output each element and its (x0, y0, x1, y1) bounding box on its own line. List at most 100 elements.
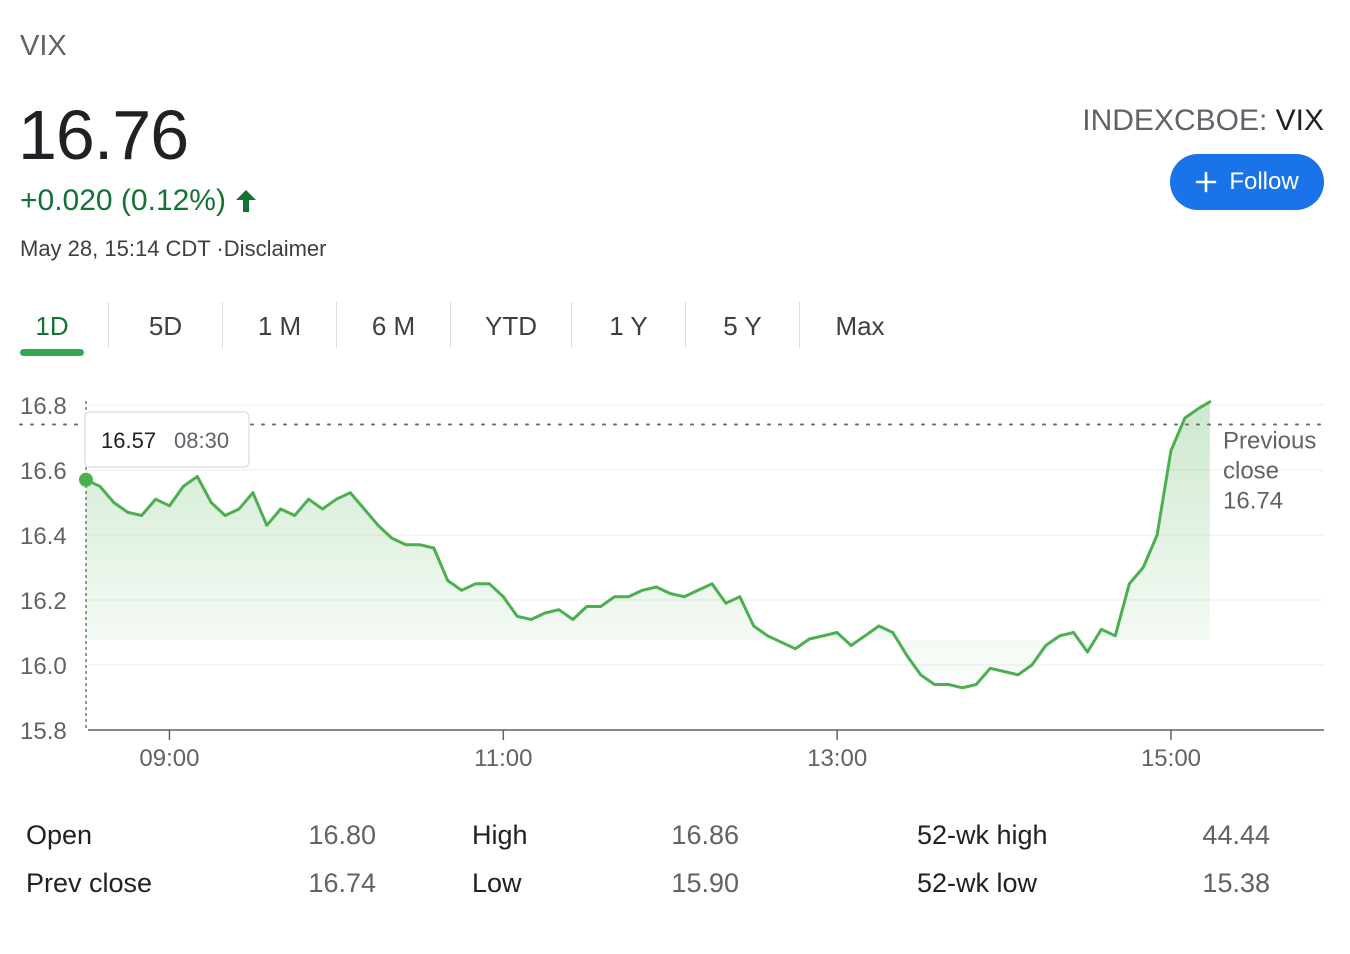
range-tabs: 1D 5D 1 M 6 M YTD 1 Y 5 Y Max (20, 302, 920, 358)
tab-label: 1 M (257, 310, 302, 341)
data-point (502, 595, 505, 598)
data-point (224, 514, 227, 517)
data-point (1017, 673, 1020, 676)
data-point (154, 498, 157, 501)
tab-divider (799, 302, 800, 348)
data-point (933, 683, 936, 686)
data-point (418, 543, 421, 546)
chart-overlay: Previous close 16.74 16.57 08:30 (19, 401, 1325, 730)
stat-52wk-low-label: 52-wk low (917, 868, 1038, 898)
data-point (919, 673, 922, 676)
tab-max[interactable]: Max (800, 302, 920, 350)
tab-5y[interactable]: 5 Y (686, 302, 799, 350)
price-chart[interactable]: 16.8 16.6 16.4 16.2 16.0 15.8 09:00 11:00 13:00 1… (0, 380, 1350, 780)
data-point (780, 641, 783, 644)
data-point (377, 524, 380, 527)
data-point (724, 602, 727, 605)
exchange-prefix: INDEXCBOE: (1082, 104, 1276, 137)
data-point (1044, 644, 1047, 647)
current-price: 16.76 (18, 96, 189, 174)
y-tick-label: 16.0 (20, 653, 67, 680)
data-point (947, 683, 950, 686)
data-point (1072, 631, 1075, 634)
data-point (905, 654, 908, 657)
series-area (86, 401, 1210, 688)
data-point (196, 475, 199, 478)
data-point (1197, 407, 1200, 410)
y-tick-label: 15.8 (20, 718, 67, 745)
tooltip-time: 08:30 (174, 428, 229, 453)
x-tick-label: 11:00 (474, 745, 532, 772)
data-point (891, 631, 894, 634)
tab-1y[interactable]: 1 Y (572, 302, 685, 350)
data-point (265, 524, 268, 527)
data-point (822, 634, 825, 637)
data-point (752, 625, 755, 628)
data-point (599, 605, 602, 608)
data-point (683, 595, 686, 598)
data-point (808, 638, 811, 641)
tab-5d[interactable]: 5D (109, 302, 222, 350)
tab-ytd[interactable]: YTD (451, 302, 571, 350)
exchange-label: INDEXCBOE: VIX (1082, 104, 1324, 138)
data-point (697, 589, 700, 592)
data-point (1142, 566, 1145, 569)
data-point (112, 501, 115, 504)
follow-button[interactable]: Follow (1170, 154, 1324, 210)
data-point (877, 625, 880, 628)
data-point (1114, 634, 1117, 637)
data-point (1209, 400, 1212, 403)
tab-label: 1D (35, 310, 69, 341)
data-point (460, 589, 463, 592)
tab-1d[interactable]: 1D (20, 302, 84, 356)
hover-marker (79, 472, 93, 487)
tab-label: 5D (148, 310, 183, 341)
data-point (961, 686, 964, 689)
stat-52wk-high-value: 44.44 (1202, 820, 1270, 850)
chart-axes: 16.8 16.6 16.4 16.2 16.0 15.8 09:00 11:00 13:00 1… (20, 393, 1324, 772)
tab-label: 1 Y (609, 310, 648, 341)
x-tick-label: 09:00 (139, 745, 199, 772)
stat-prev-close-label: Prev close (26, 868, 153, 898)
data-point (279, 508, 282, 511)
tab-divider (336, 302, 337, 348)
stat-high-label: High (472, 820, 528, 850)
data-point (585, 605, 588, 608)
y-tick-label: 16.4 (20, 523, 67, 550)
x-tick-label: 15:00 (1141, 745, 1201, 772)
data-point (293, 514, 296, 517)
data-point (1058, 634, 1061, 637)
data-point (711, 582, 714, 585)
tab-1m[interactable]: 1 M (223, 302, 336, 350)
data-point (252, 491, 255, 494)
tab-label: Max (835, 310, 885, 341)
tooltip-box (84, 411, 250, 468)
stat-high-value: 16.86 (671, 820, 739, 850)
data-point (168, 504, 171, 507)
tooltip-value: 16.57 (101, 428, 156, 453)
data-point (182, 485, 185, 488)
arrow-up-icon (235, 190, 256, 212)
data-point (432, 547, 435, 550)
quote-timestamp: May 28, 15:14 CDT ·Disclaimer (20, 236, 327, 261)
data-point (544, 612, 547, 615)
data-point (655, 586, 658, 589)
data-point (989, 667, 992, 670)
data-point (850, 644, 853, 647)
data-point (1170, 449, 1173, 452)
follow-button-label: Follow (1229, 168, 1299, 195)
data-point (126, 511, 129, 514)
series-line (84, 400, 1212, 690)
y-tick-label: 16.6 (20, 458, 67, 485)
data-point (571, 618, 574, 621)
tab-divider (222, 302, 223, 348)
stat-open-value: 16.80 (308, 820, 376, 850)
tab-6m[interactable]: 6 M (337, 302, 450, 350)
data-point (140, 514, 143, 517)
data-point (99, 485, 102, 488)
stat-52wk-low-value: 15.38 (1202, 868, 1270, 898)
ticker-name: VIX (20, 30, 67, 62)
tab-label: 5 Y (723, 310, 762, 341)
tooltip: 16.57 08:30 (84, 411, 250, 468)
data-point (864, 634, 867, 637)
